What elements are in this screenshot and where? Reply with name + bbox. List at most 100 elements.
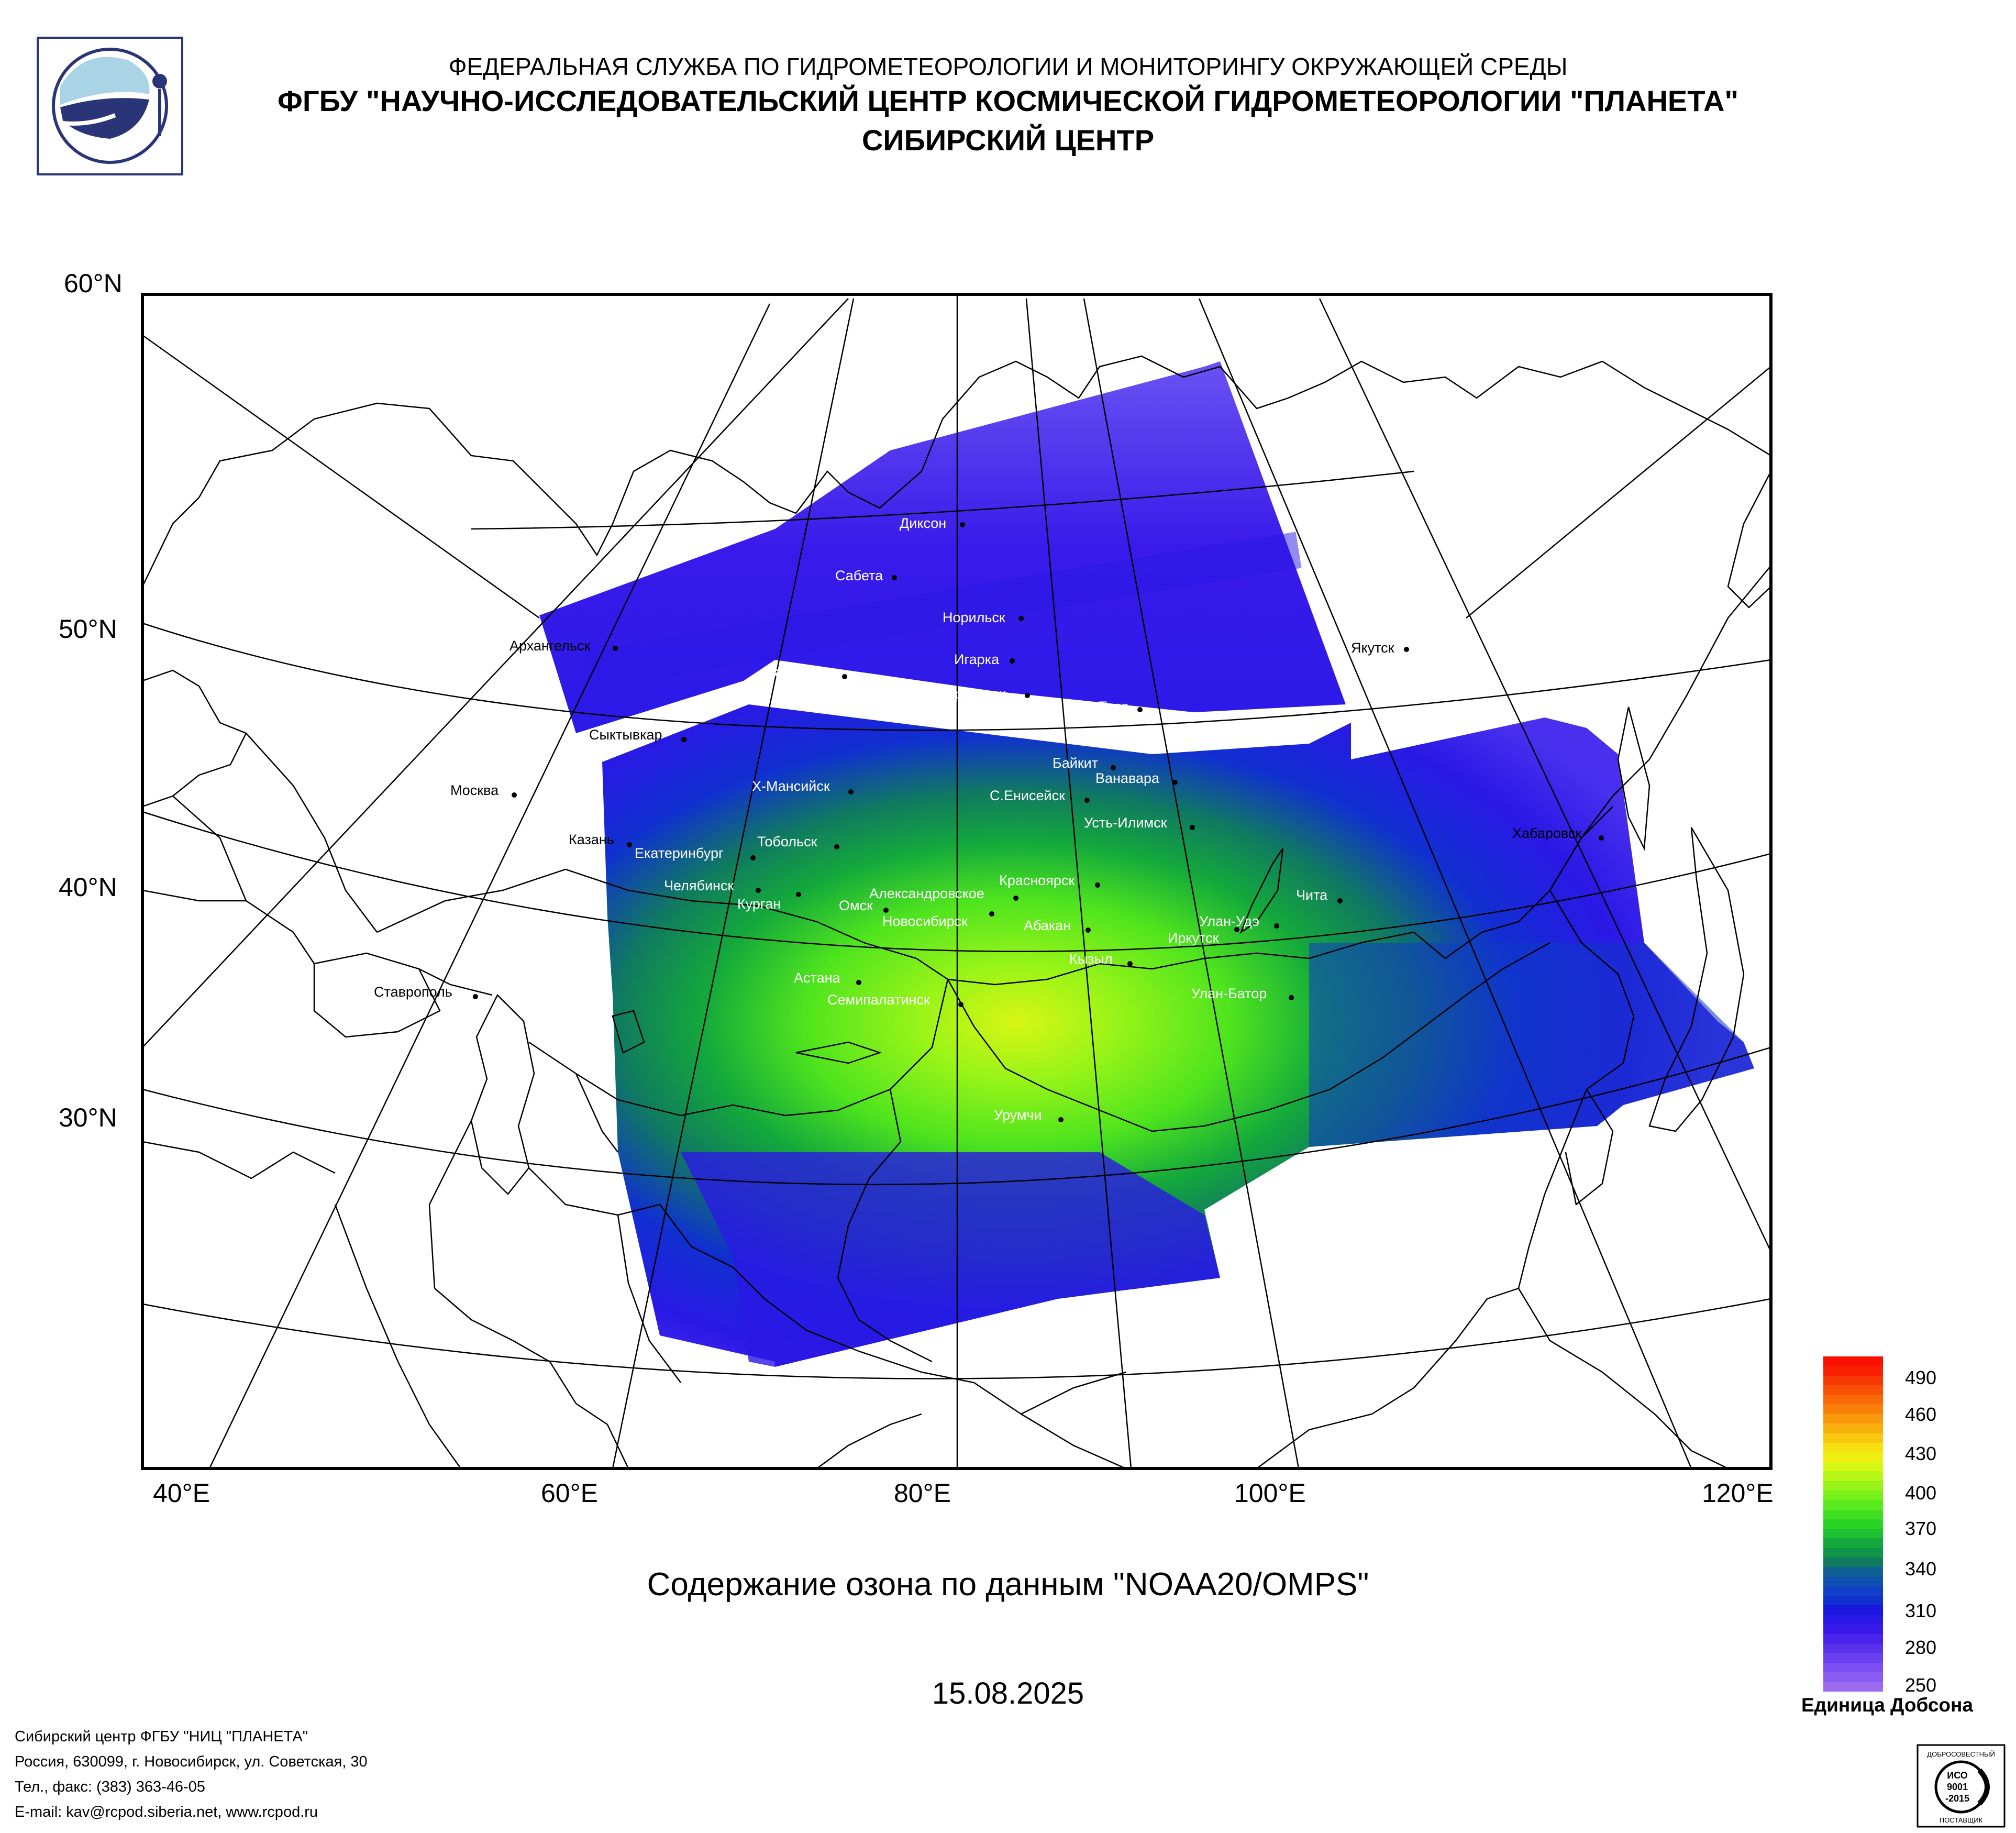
border-china-west <box>837 1089 933 1363</box>
city-label-s-yeniseysk: С.Енисейск <box>990 788 1065 803</box>
city-dot-semipalatinsk <box>958 1002 963 1007</box>
city-label-abakan: Абакан <box>1024 918 1071 933</box>
parallel-50 <box>142 811 1771 953</box>
colorbar-step <box>1823 1452 1883 1462</box>
coastline-kamchatka <box>1727 471 1771 609</box>
city-label-yekaterinburg: Екатеринбург <box>635 845 724 861</box>
city-dot-yakutsk <box>1404 647 1409 652</box>
colorbar-step <box>1823 1548 1883 1558</box>
colorbar-tick-370: 370 <box>1905 1518 1937 1539</box>
ozone-swath-main <box>602 704 1754 1367</box>
city-dot-sabeta <box>892 575 897 580</box>
coastline-sakhalin <box>1617 706 1651 851</box>
city-label-omsk: Омск <box>839 898 873 913</box>
colorbar-step <box>1823 1605 1883 1616</box>
colorbar-step <box>1823 1442 1883 1453</box>
colorbar-step <box>1823 1519 1883 1529</box>
meridian-120 <box>1319 298 1771 1252</box>
colorbar-step <box>1823 1586 1883 1596</box>
colorbar-step <box>1823 1615 1883 1625</box>
city-label-krasnoyarsk: Красноярск <box>999 873 1075 888</box>
colorbar-step <box>1823 1356 1883 1366</box>
colorbar-step <box>1823 1682 1883 1692</box>
city-dot-ulan-bator <box>1289 995 1294 1000</box>
lat-label-50: 50°N <box>59 614 117 644</box>
coastline-india <box>575 1403 629 1468</box>
colorbar-step <box>1823 1385 1883 1395</box>
city-label-chelyabinsk: Челябинск <box>664 878 734 893</box>
colorbar-step <box>1823 1576 1883 1587</box>
border-afghanistan <box>528 1167 765 1299</box>
city-label-baykit: Байкит <box>1053 755 1098 771</box>
colorbar-tick-490: 490 <box>1905 1367 1937 1388</box>
city-label-salekhard: Салехард <box>765 664 829 680</box>
city-label-semipalatinsk: Семипалатинск <box>827 992 930 1008</box>
city-label-stavropol: Ставрополь <box>374 984 452 1000</box>
border-europe-2 <box>172 796 315 964</box>
colorbar-step <box>1823 1663 1883 1673</box>
footer-address: Россия, 630099, г. Новосибирск, ул. Сове… <box>15 1753 368 1770</box>
parallel-60 <box>142 622 1771 731</box>
colorbar-step <box>1823 1404 1883 1415</box>
city-dot-khabarovsk <box>1599 835 1604 841</box>
badge-iso: ИСО <box>1947 1770 1968 1781</box>
colorbar-step <box>1823 1462 1883 1472</box>
city-dot-krasnoyarsk <box>1095 882 1100 888</box>
city-label-moscow: Москва <box>450 782 499 798</box>
colorbar-step <box>1823 1395 1883 1405</box>
agency-line: ФЕДЕРАЛЬНАЯ СЛУЖБА ПО ГИДРОМЕТЕОРОЛОГИИ … <box>448 53 1568 80</box>
city-dot-tobolsk <box>834 844 839 849</box>
city-dot-chelyabinsk <box>756 888 761 893</box>
colorbar-step <box>1823 1481 1883 1491</box>
border-china-southeast <box>1021 1371 1126 1415</box>
coastline-pacific <box>1517 565 1771 1468</box>
city-label-khanty-mansiysk: Х-Мансийск <box>752 778 830 794</box>
lat-label-60: 60°N <box>64 269 123 298</box>
city-label-novosibirsk: Новосибирск <box>882 913 968 929</box>
colorbar-tick-460: 460 <box>1905 1404 1937 1425</box>
colorbar-step <box>1823 1423 1883 1433</box>
city-dot-irkutsk <box>1234 927 1239 932</box>
city-dot-turukhansk <box>1025 693 1030 698</box>
city-dot-syktyvkar <box>681 737 686 742</box>
city-dot-chita <box>1337 898 1343 903</box>
coastline-black-sea <box>313 952 441 1038</box>
colorbar-step <box>1823 1529 1883 1539</box>
product-date: 15.08.2025 <box>932 1676 1084 1710</box>
iso-certificate-badge: ДОБРОСОВЕСТНЫЙ ИСО 9001 -2015 ПОСТАВЩИК <box>1917 1744 2006 1828</box>
city-dot-igarka <box>1010 658 1015 664</box>
coastline-baltic <box>142 669 247 808</box>
border-russia-mongolia <box>947 890 1550 986</box>
city-label-vanavara: Ванавара <box>1095 770 1160 786</box>
lat-label-30: 30°N <box>59 1103 117 1132</box>
city-label-igarka: Игарка <box>954 652 1000 667</box>
city-label-khabarovsk: Хабаровск <box>1512 825 1581 841</box>
colorbar-step <box>1823 1625 1883 1635</box>
city-label-norilsk: Норильск <box>943 610 1005 625</box>
border-iran <box>428 1120 472 1289</box>
border-turkmenistan-uzbek <box>575 1073 618 1153</box>
border-kazakhstan-south <box>528 979 949 1117</box>
lon-label-40: 40°E <box>153 1478 210 1508</box>
colorbar-step <box>1823 1567 1883 1577</box>
coastline-southeast-asia <box>1021 1413 1126 1468</box>
border-europe-3 <box>142 889 246 902</box>
city-label-kurgan: Курган <box>737 896 781 912</box>
city-label-irkutsk: Иркутск <box>1168 930 1219 946</box>
colorbar-unit: Единица Добсона <box>1801 1694 1973 1716</box>
city-dot-khanty-mansiysk <box>848 789 854 794</box>
colorbar-step <box>1823 1653 1883 1663</box>
coastline-korea <box>1565 1089 1614 1206</box>
lon-label-60: 60°E <box>541 1478 598 1508</box>
city-dot-yekaterinburg <box>750 855 756 860</box>
meridian-90 <box>1025 298 1132 1468</box>
colorbar-step <box>1823 1643 1883 1654</box>
city-label-tura: Тура <box>1099 699 1129 714</box>
city-label-ust-ilimsk: Усть-Илимск <box>1084 815 1167 831</box>
city-dot-moscow <box>512 792 517 798</box>
colorbar-step <box>1823 1672 1883 1683</box>
footer-email: E-mail: kav@rcpod.siberia.net, www.rcpod… <box>15 1804 318 1820</box>
lat-label-40: 40°N <box>59 873 117 902</box>
colorbar-step <box>1823 1433 1883 1443</box>
map-frame <box>141 293 1773 1470</box>
